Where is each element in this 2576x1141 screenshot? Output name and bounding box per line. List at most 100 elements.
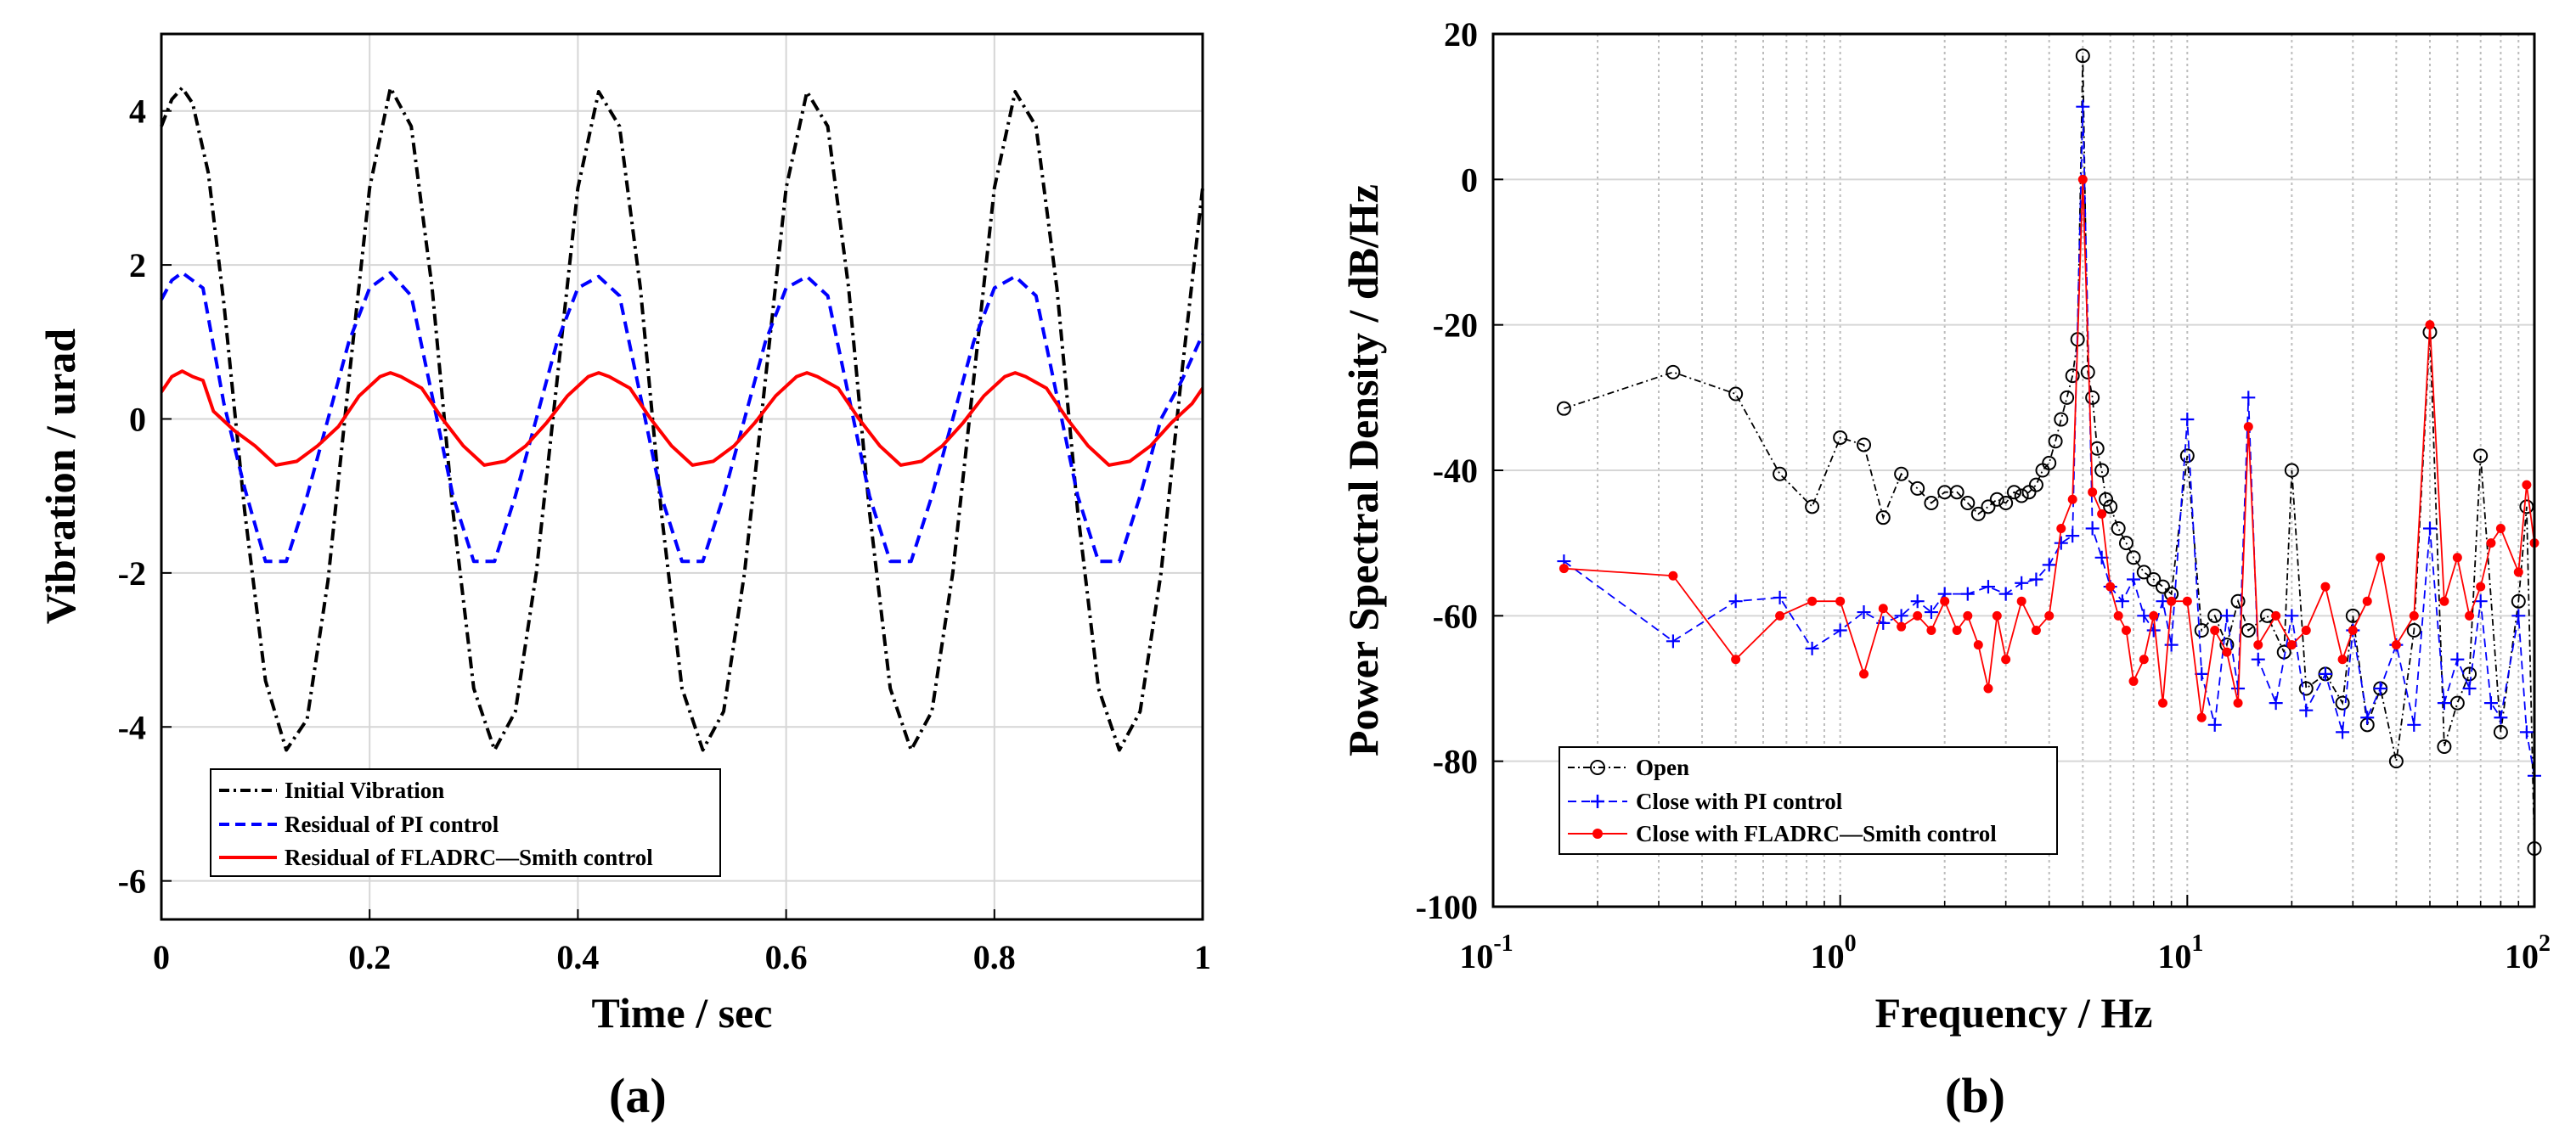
chart-b-point-pi: [2241, 391, 2256, 405]
chart-b-point-open: [1728, 386, 1744, 402]
chart-b-point-pi: [2473, 594, 2488, 609]
chart-b-point-pi: [2042, 558, 2056, 572]
chart-a-xtick-label: 1: [1194, 938, 1211, 976]
chart-b-point-open: [2085, 390, 2100, 405]
chart-b-point-open: [2028, 477, 2043, 492]
chart-b-ytick-label: -100: [1416, 888, 1478, 926]
legend-a-label-fladrc: Residual of FLADRC—Smith control: [285, 845, 653, 870]
chart-b-point-open: [2099, 492, 2114, 507]
chart-b-point-open: [2155, 579, 2170, 594]
chart-b-point-open: [2065, 368, 2080, 384]
chart-b-point-pi: [2318, 666, 2332, 681]
chart-b-point-fladrc: [2067, 494, 2077, 504]
chart-b-point-pi: [1981, 580, 1995, 594]
chart-b-ytick-label: -80: [1433, 743, 1478, 781]
chart-b-point-pi: [2360, 711, 2375, 725]
chart-b-point-pi: [1998, 587, 2013, 601]
chart-b-point-fladrc: [2486, 538, 2496, 548]
chart-a-ytick-label: 4: [129, 93, 146, 131]
chart-b-point-fladrc: [2513, 567, 2523, 577]
chart-b-point-fladrc: [1859, 669, 1869, 679]
chart-b-point-fladrc: [1963, 610, 1973, 621]
chart-b-point-fladrc: [1668, 570, 1678, 581]
chart-a-ytick-label: -4: [118, 708, 146, 746]
chart-b-point-pi: [1857, 605, 1871, 620]
chart-b-point-fladrc: [2149, 610, 2159, 621]
chart-b-panel-label: (b): [1945, 1068, 2005, 1123]
chart-b-point-pi: [2373, 682, 2387, 695]
chart-b-point-open: [2075, 48, 2090, 64]
chart-b-point-pi: [1833, 623, 1847, 638]
chart-b-point-fladrc: [2425, 320, 2435, 330]
chart-b-point-fladrc: [1878, 604, 1888, 614]
chart-b-point-fladrc: [1940, 596, 1950, 606]
chart-b-point-pi: [2299, 703, 2314, 717]
chart-b-point-pi: [1728, 594, 1743, 609]
chart-b-legend: Open Close with PI control Close with FL…: [1559, 746, 2058, 855]
chart-b-point-open: [2094, 463, 2110, 478]
chart-b-point-pi: [2076, 99, 2090, 114]
chart-b-point-fladrc: [2348, 625, 2358, 635]
chart-b-point-pi: [1666, 634, 1680, 649]
chart-b-point-pi: [2450, 652, 2465, 666]
chart-b-point-fladrc: [1807, 596, 1818, 606]
chart-b-point-open: [2241, 622, 2256, 638]
chart-b-point-fladrc: [2409, 610, 2419, 621]
chart-b-point-fladrc: [2476, 582, 2486, 592]
chart-b-point-fladrc: [2253, 640, 2263, 650]
chart-b-ytick-label: 20: [1444, 15, 1478, 53]
chart-b-series-0: [1556, 48, 2542, 856]
chart-b-point-open: [2406, 622, 2421, 638]
chart-b-point-pi: [2407, 717, 2421, 732]
chart-b-point-pi: [2137, 609, 2151, 623]
chart-a-xlabel: Time / sec: [592, 989, 773, 1037]
chart-b-ytick-label: -40: [1433, 452, 1478, 490]
chart-a-legend-box: [210, 768, 721, 877]
legend-b-label-open: Open: [1636, 755, 1689, 780]
chart-b-point-pi: [2483, 696, 2498, 711]
chart-b-point-open: [2230, 593, 2246, 609]
chart-b-point-open: [2006, 485, 2021, 500]
chart-b-point-open: [1960, 496, 1976, 511]
chart-b-point-pi: [2511, 609, 2526, 623]
chart-a-xtick-label: 0: [153, 938, 170, 976]
chart-b-ytick-label: -60: [1433, 597, 1478, 635]
chart-b-point-open: [2493, 724, 2508, 739]
chart-b-point-pi: [2336, 725, 2350, 739]
chart-a-series-line-0: [160, 86, 1204, 752]
legend-b-swatch-fladrc-marker: [1592, 829, 1603, 839]
legend-b-label-fladrc: Close with FLADRC—Smith control: [1636, 821, 1997, 846]
chart-b-point-fladrc: [2439, 596, 2449, 606]
chart-b-point-fladrc: [2044, 610, 2055, 621]
chart-b-point-pi: [2195, 666, 2209, 681]
chart-a-xtick-label: 0.4: [556, 938, 599, 976]
chart-b-point-open: [2118, 536, 2134, 551]
chart-b-legend-box: [1559, 746, 2058, 855]
chart-b-point-pi: [2462, 682, 2477, 695]
chart-b-point-open: [1833, 430, 1848, 445]
chart-a-series-line-1: [160, 271, 1204, 564]
chart-b-point-pi: [1960, 587, 1975, 601]
chart-a-ytick-label: 2: [129, 246, 146, 284]
chart-b-point-fladrc: [2097, 509, 2107, 519]
chart-b-point-fladrc: [2362, 596, 2372, 606]
chart-a-grid: [161, 34, 1203, 919]
chart-b-point-fladrc: [2056, 524, 2066, 534]
chart-b-point-pi: [1773, 590, 1787, 604]
chart-b-point-fladrc: [1913, 610, 1923, 621]
chart-b-point-fladrc: [2271, 610, 2281, 621]
chart-b-point-open: [1805, 499, 1820, 514]
chart-b-point-pi: [2519, 725, 2534, 739]
chart-b-point-open: [2194, 622, 2209, 638]
chart-b-point-pi: [2285, 609, 2299, 623]
chart-b-point-open: [2136, 565, 2151, 580]
chart-b-series-2: [1559, 174, 2539, 722]
chart-b-point-fladrc: [2016, 596, 2026, 606]
chart-b-point-fladrc: [2495, 524, 2506, 534]
chart-b-point-pi: [2269, 696, 2283, 711]
chart-b-point-open: [1989, 492, 2004, 507]
chart-b-point-open: [1998, 496, 2014, 511]
chart-a-ytick-label: -2: [118, 554, 146, 593]
chart-b-point-pi: [2164, 638, 2179, 652]
